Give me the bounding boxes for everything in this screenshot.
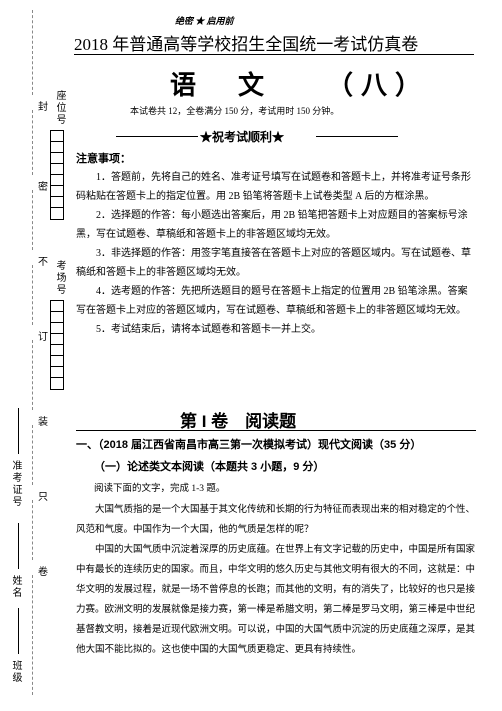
notice-item: 1．答题前，先将自己的姓名、准考证号填写在试题卷和答题卡上，并将准考证号条形码粘… xyxy=(76,168,476,206)
good-luck-label: ★祝考试顺利★ xyxy=(200,128,284,145)
reading-passage: 大国气质指的是一个大国基于其文化传统和长期的行为特征而表现出来的相对稳定的个性、… xyxy=(76,500,476,660)
notice-item: 2．选择题的作答：每小题选出答案后，用 2B 铅笔把答题卡上对应题目的答案标号涂… xyxy=(76,206,476,244)
passage-paragraph: 中国的大国气质中沉淀着深厚的历史底蕴。在世界上有文字记载的历史中，中国是所有国家… xyxy=(76,540,476,660)
dash-line xyxy=(32,10,33,95)
exam-title: 2018 年普通高等学校招生全国统一考试仿真卷 xyxy=(74,30,418,55)
field-label-name: 姓名 xyxy=(8,575,23,599)
dash-line xyxy=(32,265,33,325)
field-label-class: 班级 xyxy=(8,660,23,684)
decoration-line xyxy=(316,136,398,137)
exam-info: 本试卷共 12，全卷满分 150 分，考试用时 150 分钟。 xyxy=(130,104,339,117)
notice-item: 3．非选择题的作答：用签字笔直接答在答题卡上对应的答题区域内。写在试题卷、草稿纸… xyxy=(76,244,476,282)
blank-underline[interactable] xyxy=(18,523,19,569)
binding-marker: 装 xyxy=(38,413,48,428)
notice-body: 1．答题前，先将自己的姓名、准考证号填写在试题卷和答题卡上，并将准考证号条形码粘… xyxy=(76,168,476,339)
grid-boxes[interactable] xyxy=(50,300,64,390)
dash-line xyxy=(32,425,33,485)
binding-marker: 卷 xyxy=(38,563,48,578)
subject-title: 语 文 （八） xyxy=(170,65,429,102)
field-label-room: 考场号 xyxy=(52,260,67,296)
binding-strip: 封 密 不 订 装 只 卷 班级 姓名 准考证号 考场号 座位号 xyxy=(0,0,72,711)
title-underline xyxy=(74,54,474,55)
dash-line xyxy=(32,190,33,250)
top-secret-label: 绝密 ★ 启用前 xyxy=(175,14,234,27)
dash-line xyxy=(32,110,33,175)
dash-line xyxy=(32,340,33,410)
question-instruction: 阅读下面的文字，完成 1-3 题。 xyxy=(94,480,225,494)
binding-marker: 只 xyxy=(38,488,48,503)
binding-marker: 封 xyxy=(38,98,48,113)
notice-heading: 注意事项： xyxy=(76,150,131,166)
section-title: 第 I 卷 阅读题 xyxy=(180,407,296,432)
notice-item: 5．考试结束后，请将本试题卷和答题卡一并上交。 xyxy=(76,320,476,339)
field-label-examid: 准考证号 xyxy=(8,460,23,508)
grid-boxes[interactable] xyxy=(50,130,64,220)
dash-line xyxy=(32,500,33,560)
field-label-seat: 座位号 xyxy=(52,90,67,126)
binding-marker: 不 xyxy=(38,253,48,268)
decoration-line xyxy=(116,136,198,137)
blank-underline[interactable] xyxy=(18,608,19,654)
question-subheading: （一）论述类文本阅读（本题共 3 小题，9 分） xyxy=(94,458,324,474)
binding-marker: 密 xyxy=(38,178,48,193)
section-underline xyxy=(76,430,476,431)
notice-item: 4．选考题的作答：先把所选题目的题号在答题卡上指定的位置用 2B 铅笔涂黑。答案… xyxy=(76,282,476,320)
binding-marker: 订 xyxy=(38,328,48,343)
dash-line xyxy=(32,575,33,695)
question-source: 一、（2018 届江西省南昌市高三第一次模拟考试）现代文阅读（35 分） xyxy=(76,436,421,452)
passage-paragraph: 大国气质指的是一个大国基于其文化传统和长期的行为特征而表现出来的相对稳定的个性、… xyxy=(76,500,476,540)
blank-underline[interactable] xyxy=(18,408,19,454)
